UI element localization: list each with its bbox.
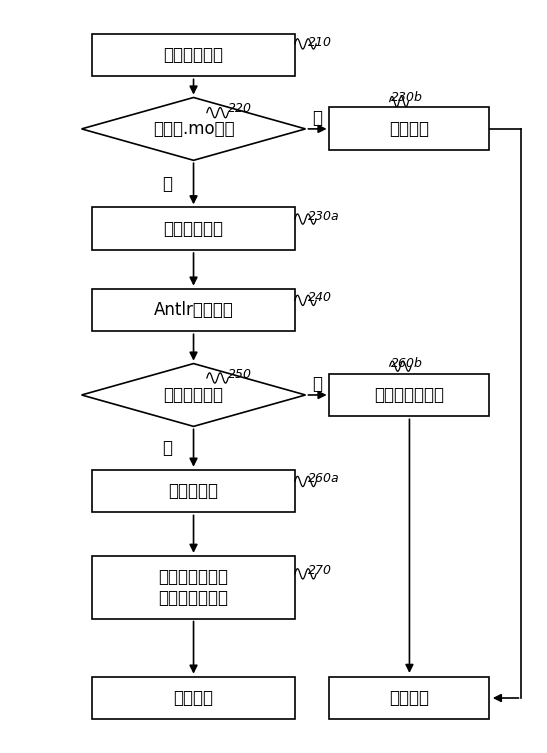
- Text: 是: 是: [162, 175, 172, 193]
- Text: 成功解析: 成功解析: [173, 689, 213, 707]
- Text: 读取文本内容: 读取文本内容: [164, 220, 224, 238]
- Text: 260b: 260b: [391, 357, 423, 370]
- Text: 是: 是: [162, 439, 172, 457]
- Polygon shape: [82, 364, 305, 426]
- Text: 210: 210: [308, 36, 332, 49]
- Text: 220: 220: [228, 102, 252, 115]
- Text: 230a: 230a: [308, 209, 340, 223]
- Text: 解析失败: 解析失败: [389, 689, 429, 707]
- Text: 是否符合规范: 是否符合规范: [164, 386, 224, 404]
- FancyBboxPatch shape: [92, 470, 295, 513]
- Text: 240: 240: [308, 291, 332, 304]
- FancyBboxPatch shape: [329, 373, 490, 416]
- Text: 生成语法树: 生成语法树: [168, 482, 219, 500]
- FancyBboxPatch shape: [92, 556, 295, 618]
- Text: 否: 否: [312, 109, 323, 127]
- Text: 230b: 230b: [391, 90, 423, 104]
- Text: Antlr语法分析: Antlr语法分析: [154, 301, 234, 319]
- FancyBboxPatch shape: [92, 34, 295, 76]
- FancyBboxPatch shape: [92, 288, 295, 331]
- Text: 打开模型文件: 打开模型文件: [164, 46, 224, 64]
- Text: 否: 否: [312, 375, 323, 393]
- FancyBboxPatch shape: [329, 108, 490, 151]
- FancyBboxPatch shape: [329, 677, 490, 719]
- Text: 匹配语法树结构
与软件数据结构: 匹配语法树结构 与软件数据结构: [159, 568, 229, 607]
- Text: 270: 270: [308, 564, 332, 577]
- Text: 是否为.mo文件: 是否为.mo文件: [153, 120, 234, 138]
- FancyBboxPatch shape: [92, 677, 295, 719]
- Text: 拒绝生成语法树: 拒绝生成语法树: [375, 386, 445, 404]
- Text: 260a: 260a: [308, 472, 340, 485]
- Polygon shape: [82, 97, 305, 160]
- Text: 拒绝读取: 拒绝读取: [389, 120, 429, 138]
- FancyBboxPatch shape: [92, 207, 295, 250]
- Text: 250: 250: [228, 367, 252, 381]
